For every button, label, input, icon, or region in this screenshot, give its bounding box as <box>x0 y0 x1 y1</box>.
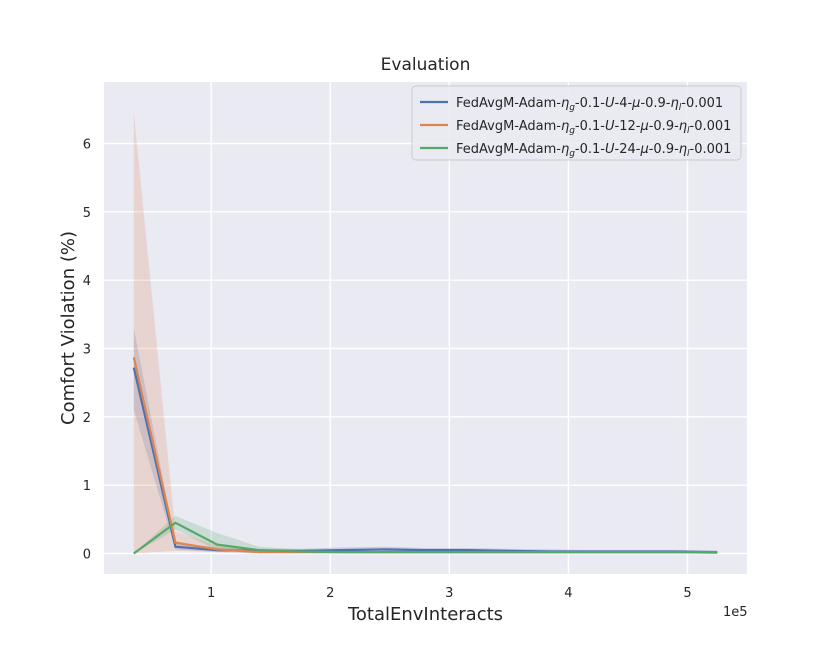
legend-box <box>411 85 742 161</box>
y-tick-label: 4 <box>83 274 91 289</box>
x-tick-label: 5 <box>683 586 691 601</box>
grid <box>104 82 747 574</box>
y-axis: 0 1 2 3 4 5 6 <box>83 138 91 563</box>
x-tick-label: 1 <box>207 586 215 601</box>
y-axis-label: Comfort Violation (%) <box>58 231 79 425</box>
x-axis-offset-label: 1e5 <box>723 605 748 620</box>
y-tick-label: 5 <box>83 206 91 221</box>
x-tick-label: 3 <box>445 586 453 601</box>
chart-title: Evaluation <box>381 55 471 75</box>
series-lines <box>132 357 718 555</box>
y-tick-label: 0 <box>83 548 91 563</box>
y-tick-label: 1 <box>83 479 91 494</box>
y-tick-label: 2 <box>83 411 91 426</box>
legend-label: FedAvgM-Adam-ηg-0.1-U-24-μ-0.9-ηl-0.001 <box>456 142 731 159</box>
y-tick-label: 3 <box>83 343 91 358</box>
x-axis: 1 2 3 4 5 <box>207 586 692 601</box>
series-3-line <box>133 521 718 555</box>
legend: FedAvgM-Adam-ηg-0.1-U-4-μ-0.9-ηl-0.001 Fe… <box>411 85 742 161</box>
x-tick-label: 4 <box>564 586 572 601</box>
legend-label: FedAvgM-Adam-ηg-0.1-U-12-μ-0.9-ηl-0.001 <box>456 119 731 136</box>
legend-label: FedAvgM-Adam-ηg-0.1-U-4-μ-0.9-ηl-0.001 <box>456 96 723 113</box>
x-axis-label: TotalEnvInteracts <box>347 604 503 625</box>
y-tick-label: 6 <box>83 138 91 153</box>
x-tick-label: 2 <box>326 586 334 601</box>
